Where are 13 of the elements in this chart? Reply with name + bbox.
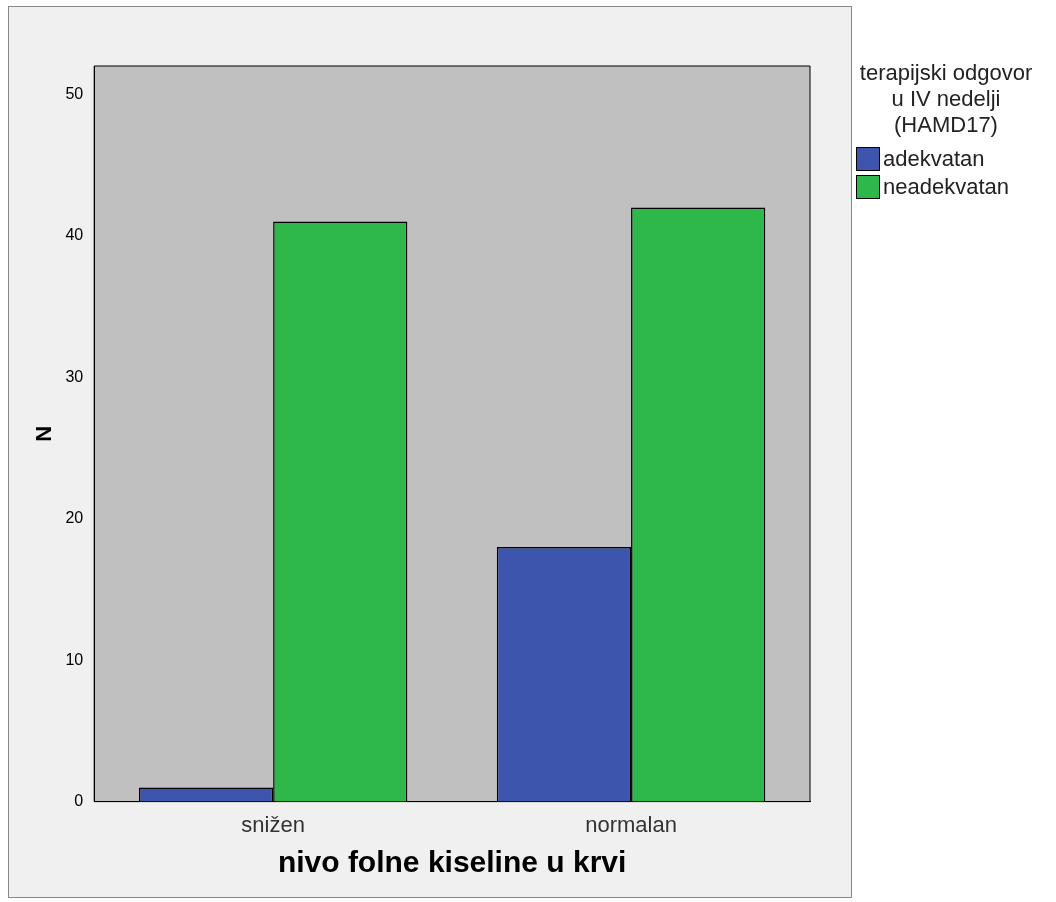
y-tick-label: 0 [74, 792, 84, 810]
x-tick-label: snižen [241, 811, 305, 837]
y-tick-label: 30 [65, 367, 84, 385]
y-tick-label: 50 [65, 84, 84, 102]
y-tick-label: 20 [65, 509, 84, 527]
x-axis-title: nivo folne kiseline u krvi [277, 845, 627, 879]
legend-title: terapijski odgovor u IV nedelji (HAMD17) [858, 60, 1034, 138]
y-tick-label: 40 [65, 226, 84, 244]
x-tick-label: normalan [585, 811, 677, 837]
y-tick-label: 10 [65, 650, 84, 668]
y-axis-title: N [31, 425, 57, 442]
legend-label: adekvatan [883, 146, 985, 172]
legend-label: neadekvatan [883, 174, 1009, 200]
